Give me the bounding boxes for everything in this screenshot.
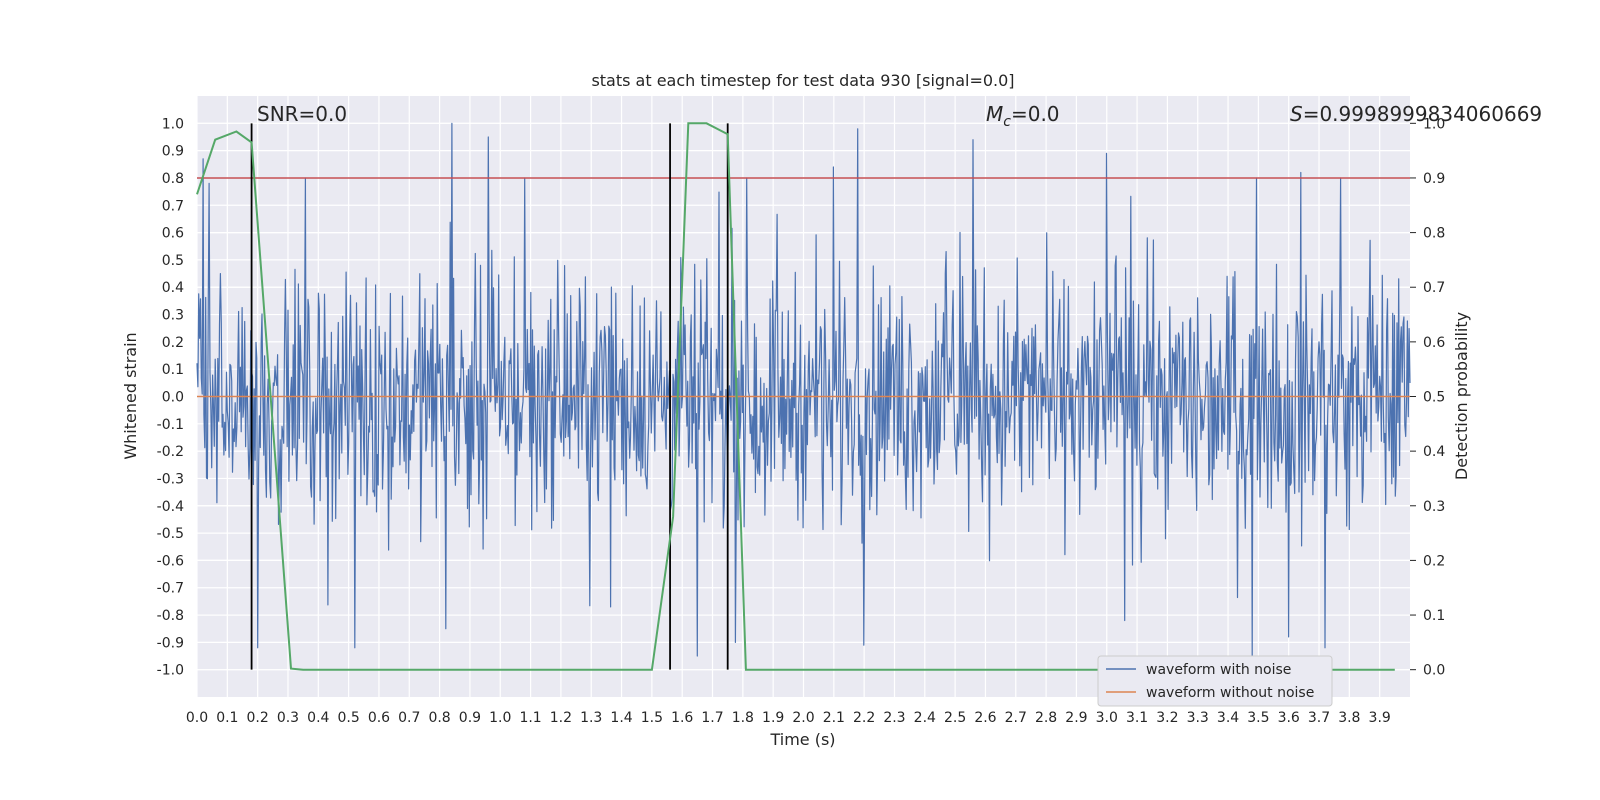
x-tick-label: 3.7 [1308,710,1330,726]
y-tick-label: 0.1 [162,362,184,378]
y-tick-label: 0.5 [162,253,184,269]
y-tick-label: 0.0 [162,390,184,406]
x-tick-label: 0.2 [247,710,269,726]
x-tick-label: 1.0 [489,710,511,726]
x-tick-label: 0.7 [398,710,420,726]
y-tick-label: 0.8 [162,171,184,187]
x-tick-label: 2.4 [914,710,936,726]
x-tick-label: 1.3 [580,710,602,726]
x-tick-label: 1.5 [641,710,663,726]
y-tick-label: -0.6 [157,553,184,569]
x-tick-label: 1.6 [671,710,693,726]
y-tick-label: -0.7 [157,581,184,597]
series-detection-probability [196,122,1395,671]
y-right-tick-label: 0.8 [1423,226,1445,242]
y-tick-label: 0.3 [162,308,184,324]
y-right-tick-label: 0.0 [1423,663,1445,679]
legend-box [1097,655,1333,707]
y-tick-label: -0.8 [157,608,184,624]
y-right-tick-label: 0.1 [1423,608,1445,624]
x-tick-label: 3.3 [1187,710,1209,726]
x-tick-labels: 0.0 0.1 0.2 0.3 0.4 0.5 0.6 0.7 0.8 0.9 1.0 1.1 1.2 1… [186,710,1391,726]
x-tick-label: 3.0 [1096,710,1118,726]
x-tick-label: 2.1 [823,710,845,726]
x-tick-label: 3.4 [1217,710,1239,726]
detection-probability-line [196,122,1395,671]
x-tick-label: 0.3 [277,710,299,726]
y-tick-labels: 1.0 0.9 0.8 0.7 0.6 0.5 0.4 0.3 0.2 0.1 0.0 -0.1 -0.… [157,116,184,678]
x-tick-label: 3.5 [1247,710,1269,726]
mc-value: =0.0 [1011,102,1060,126]
x-axis-label: Time (s) [769,730,835,749]
x-tick-label: 1.1 [519,710,541,726]
mc-subscript: c [1003,114,1011,130]
y-right-axis-label: Detection probability [1452,312,1471,480]
noise-waveform-line [196,122,1411,657]
x-tick-label: 2.7 [1005,710,1027,726]
legend-label-clean: waveform without noise [1146,685,1314,701]
y-right-tick-label: 0.6 [1423,335,1445,351]
mc-annotation: Mc=0.0 [986,102,1060,130]
y-axis-label: Whitened strain [121,332,140,459]
x-tick-label: 2.5 [944,710,966,726]
x-tick-label: 0.6 [368,710,390,726]
x-tick-label: 1.9 [762,710,784,726]
x-tick-label: 3.6 [1278,710,1300,726]
x-tick-label: 1.2 [550,710,572,726]
mc-symbol: M [986,102,1003,126]
chart-title: stats at each timestep for test data 930… [591,71,1014,90]
y-right-tick-label: 0.2 [1423,553,1445,569]
s-value: =0.9998999834060669 [1303,102,1542,126]
x-tick-label: 3.8 [1338,710,1360,726]
y-tick-label: 1.0 [162,116,184,132]
s-annotation: S=0.9998999834060669 [1290,102,1542,126]
x-tick-label: 3.9 [1369,710,1391,726]
x-tick-label: 0.8 [428,710,450,726]
x-tick-label: 1.8 [732,710,754,726]
vertical-markers [250,123,729,670]
y-right-tick-label: 0.9 [1423,171,1445,187]
y-tick-label: -0.2 [157,444,184,460]
y-right-tick-label: 0.7 [1423,280,1445,296]
y-tick-label: -1.0 [157,663,184,679]
x-tick-label: 2.2 [853,710,875,726]
legend-label-noise: waveform with noise [1146,662,1291,678]
x-tick-label: 0.0 [186,710,208,726]
y-tick-label: -0.3 [157,471,184,487]
x-tick-label: 1.7 [701,710,723,726]
s-symbol: S [1290,102,1303,126]
y-tick-label: 0.9 [162,144,184,160]
y-right-tick-label: 0.5 [1423,390,1445,406]
x-tick-label: 0.4 [307,710,329,726]
y-tick-label: -0.1 [157,417,184,433]
y-right-tick-label: 1.0 [1423,116,1445,132]
snr-annotation: SNR=0.0 [257,102,347,126]
x-tick-label: 0.9 [459,710,481,726]
x-tick-label: 2.9 [1065,710,1087,726]
y-tick-label: -0.5 [157,526,184,542]
x-tick-label: 1.4 [610,710,632,726]
y-tick-label: 0.2 [162,335,184,351]
y-tick-label: 0.7 [162,198,184,214]
y-tick-label: 0.4 [162,280,184,296]
legend: waveform with noise waveform without noi… [1097,655,1333,707]
x-tick-label: 2.8 [1035,710,1057,726]
x-tick-label: 3.1 [1126,710,1148,726]
x-tick-label: 2.3 [883,710,905,726]
y-tick-label: 0.6 [162,226,184,242]
x-tick-label: 3.2 [1156,710,1178,726]
y-right-tick-label: 0.4 [1423,444,1445,460]
x-tick-label: 0.1 [216,710,238,726]
y-tick-label: -0.9 [157,635,184,651]
series-waveform-with-noise [196,122,1411,657]
y-tick-label: -0.4 [157,499,184,515]
x-tick-label: 2.0 [792,710,814,726]
y-right-tick-labels: 1.0 0.9 0.8 0.7 0.6 0.5 0.4 0.3 0.2 0.1 0.0 [1410,116,1445,679]
x-tick-label: 2.6 [974,710,996,726]
x-tick-label: 0.5 [337,710,359,726]
y-right-tick-label: 0.3 [1423,499,1445,515]
